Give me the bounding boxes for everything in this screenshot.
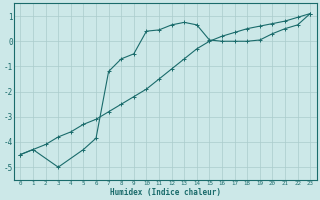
- X-axis label: Humidex (Indice chaleur): Humidex (Indice chaleur): [110, 188, 221, 197]
